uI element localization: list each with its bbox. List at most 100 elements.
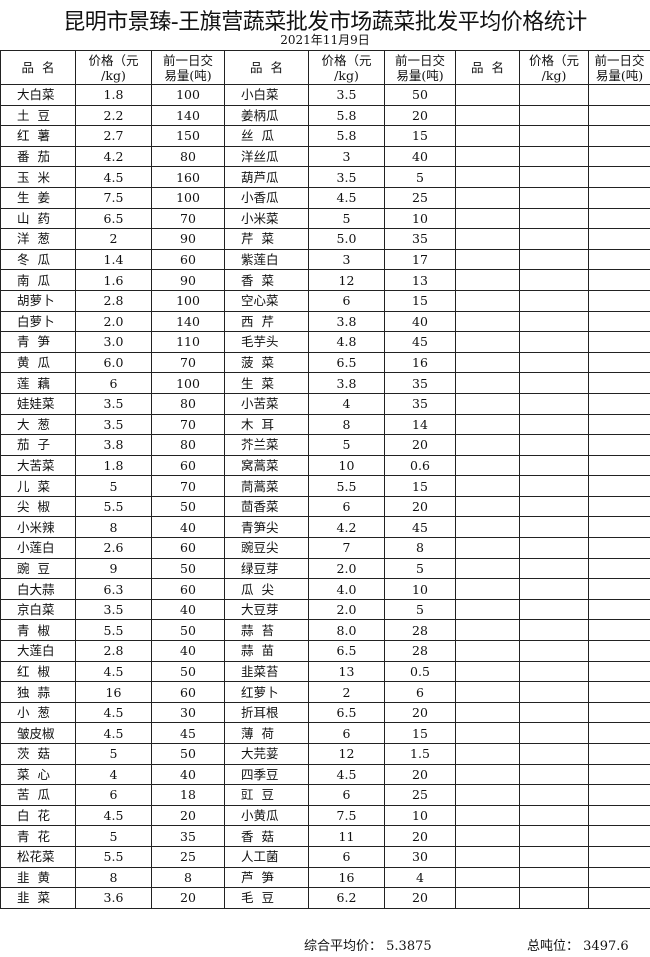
cell-price: 5.8 (308, 125, 385, 147)
cell-volume (588, 640, 650, 662)
cell-price (519, 248, 589, 271)
cell-volume: 0.6 (384, 454, 456, 477)
table-row: 胡萝卜 2.8 100 空心菜 6 15 (0, 289, 650, 312)
cell-price: 3.5 (75, 598, 152, 621)
header-row: 品 名 价格（元 /kg) 前一日交 易量(吨) 品 名 价格（元 /kg) 前… (0, 50, 650, 85)
cell-name: 红萝卜 (224, 681, 309, 703)
cell-name (455, 145, 520, 168)
cell-name: 西 芹 (224, 310, 309, 333)
cell-volume (588, 125, 650, 147)
cell-name (455, 372, 520, 394)
cell-name (455, 640, 520, 662)
cell-price: 3.5 (308, 84, 385, 106)
report-date: 2021年11月9日 (280, 33, 370, 47)
cell-price (519, 866, 589, 889)
cell-name: 毛芋头 (224, 331, 309, 353)
cell-price: 6.0 (75, 351, 152, 374)
total-tonnage: 总吨位： 3497.6 (527, 935, 629, 954)
cell-price (519, 104, 589, 127)
cell-price: 2.0 (75, 310, 152, 333)
average-price-label: 综合平均价： (304, 939, 383, 954)
cell-name (455, 681, 520, 703)
cell-price: 4.2 (308, 516, 385, 539)
table-row: 松花菜 5.5 25 人工菌 6 30 (0, 845, 650, 868)
cell-name (455, 578, 520, 600)
cell-volume: 28 (384, 640, 456, 662)
cell-volume (588, 269, 650, 291)
cell-price (519, 763, 589, 786)
cell-price: 3 (308, 145, 385, 168)
cell-volume (588, 537, 650, 559)
average-price: 综合平均价： 5.3875 (304, 935, 432, 954)
cell-volume: 16 (384, 351, 456, 374)
cell-name: 芦 笋 (224, 866, 309, 889)
cell-volume: 14 (384, 413, 456, 436)
cell-volume: 160 (151, 166, 225, 188)
cell-name (455, 845, 520, 868)
cell-volume (588, 248, 650, 271)
cell-price: 4.5 (75, 166, 152, 188)
cell-price: 5.8 (308, 104, 385, 127)
cell-price (519, 289, 589, 312)
table-row: 山 药 6.5 70 小米菜 5 10 (0, 207, 650, 230)
cell-volume (588, 619, 650, 642)
table-row: 小米辣 8 40 青笋尖 4.2 45 (0, 516, 650, 539)
cell-name (455, 351, 520, 374)
cell-name (455, 557, 520, 580)
cell-price (519, 434, 589, 456)
total-tonnage-value: 3497.6 (583, 939, 629, 954)
cell-name (455, 228, 520, 250)
cell-volume (588, 578, 650, 600)
cell-price: 4.8 (308, 331, 385, 353)
cell-name: 小黄瓜 (224, 804, 309, 827)
cell-price: 6 (308, 722, 385, 744)
cell-volume: 40 (151, 516, 225, 539)
cell-volume: 60 (151, 248, 225, 271)
cell-price: 5.5 (75, 619, 152, 642)
cell-price (519, 640, 589, 662)
cell-price: 2.7 (75, 125, 152, 147)
cell-volume: 35 (384, 228, 456, 250)
header-price: 价格（元 /kg) (308, 50, 385, 85)
cell-volume: 70 (151, 351, 225, 374)
cell-volume: 30 (151, 701, 225, 724)
cell-name: 青 笋 (0, 331, 76, 353)
cell-name (455, 598, 520, 621)
cell-volume: 100 (151, 186, 225, 209)
cell-volume: 100 (151, 372, 225, 394)
cell-name: 蒜 苔 (224, 619, 309, 642)
cell-price: 4.2 (75, 145, 152, 168)
cell-price: 4.0 (308, 578, 385, 600)
cell-name: 小 葱 (0, 701, 76, 724)
cell-name: 蒜 苗 (224, 640, 309, 662)
cell-volume (588, 495, 650, 518)
header-name: 品 名 (455, 50, 520, 85)
cell-name: 玉 米 (0, 166, 76, 188)
cell-volume: 0.5 (384, 660, 456, 683)
cell-volume (588, 804, 650, 827)
table-row: 南 瓜 1.6 90 香 菜 12 13 (0, 269, 650, 291)
cell-price: 6.3 (75, 578, 152, 600)
cell-price (519, 84, 589, 106)
cell-volume: 20 (384, 825, 456, 847)
cell-volume: 80 (151, 392, 225, 415)
cell-volume: 50 (151, 557, 225, 580)
cell-name: 韭菜苔 (224, 660, 309, 683)
cell-price (519, 516, 589, 539)
cell-name (455, 269, 520, 291)
cell-volume: 5 (384, 166, 456, 188)
cell-name (455, 84, 520, 106)
cell-name (455, 660, 520, 683)
cell-price (519, 537, 589, 559)
cell-volume: 4 (384, 866, 456, 889)
cell-volume: 1.5 (384, 743, 456, 765)
table-row: 皱皮椒 4.5 45 薄 荷 6 15 (0, 722, 650, 744)
cell-volume: 40 (384, 145, 456, 168)
cell-name: 豌豆尖 (224, 537, 309, 559)
table-row: 大 葱 3.5 70 木 耳 8 14 (0, 413, 650, 436)
cell-volume: 45 (384, 516, 456, 539)
table-row: 白大蒜 6.3 60 瓜 尖 4.0 10 (0, 578, 650, 600)
cell-volume: 80 (151, 434, 225, 456)
cell-volume: 13 (384, 269, 456, 291)
header-name: 品 名 (0, 50, 76, 85)
